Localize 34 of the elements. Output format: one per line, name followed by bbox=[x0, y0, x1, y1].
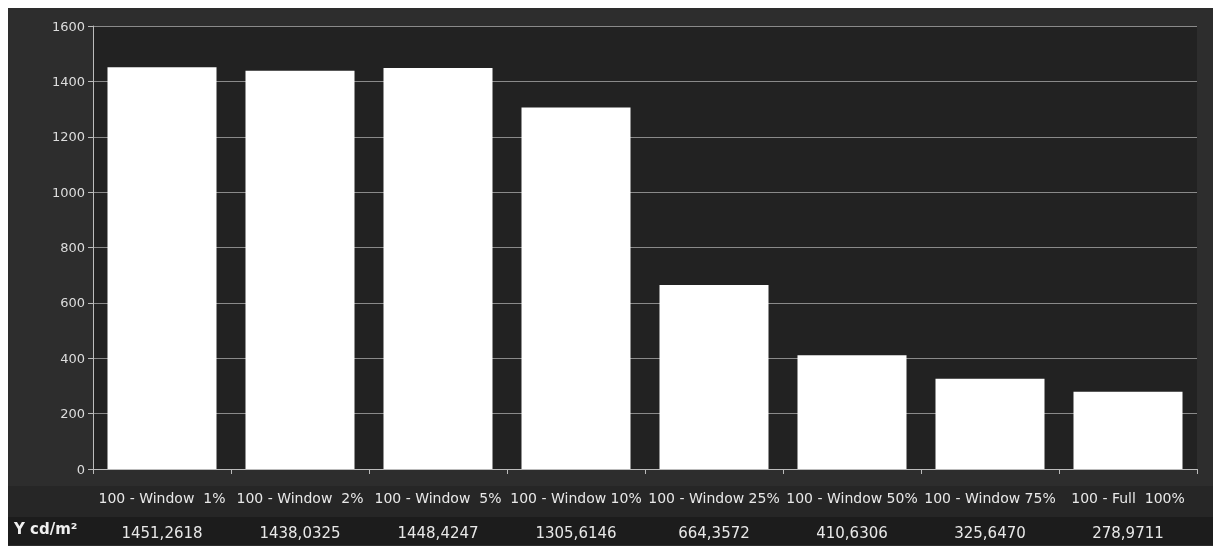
y-tick-label: 0 bbox=[76, 461, 85, 477]
x-tick-label: 100 - Window 10% bbox=[510, 490, 642, 506]
y-tick-label: 600 bbox=[60, 295, 85, 311]
y-tick-label: 1400 bbox=[51, 73, 85, 89]
bar bbox=[935, 378, 1045, 469]
data-label: 1448,4247 bbox=[397, 523, 479, 542]
bar bbox=[245, 70, 355, 469]
x-tick-label: 100 - Window 75% bbox=[924, 490, 1056, 506]
y-axis-title: Y cd/m² bbox=[13, 519, 78, 538]
bar bbox=[383, 67, 493, 469]
y-tick-label: 1200 bbox=[51, 129, 85, 145]
y-tick-label: 1000 bbox=[51, 184, 85, 200]
bar bbox=[797, 355, 907, 469]
x-tick-label: 100 - Window 1% bbox=[98, 490, 226, 506]
y-tick-label: 400 bbox=[60, 350, 85, 366]
data-label: 664,3572 bbox=[678, 523, 750, 542]
x-tick-label: 100 - Window 25% bbox=[648, 490, 780, 506]
data-label: 1438,0325 bbox=[259, 523, 341, 542]
data-label: 278,9711 bbox=[1092, 523, 1164, 542]
y-tick-label: 200 bbox=[60, 406, 85, 422]
data-label: 1451,2618 bbox=[121, 523, 203, 542]
data-label: 1305,6146 bbox=[535, 523, 617, 542]
x-tick-label: 100 - Window 50% bbox=[786, 490, 918, 506]
x-tick-label: 100 - Window 5% bbox=[374, 490, 502, 506]
data-label: 410,6306 bbox=[816, 523, 888, 542]
bar bbox=[1073, 391, 1183, 469]
bar bbox=[659, 285, 769, 469]
y-tick-label: 1600 bbox=[51, 18, 85, 34]
bar bbox=[107, 67, 217, 469]
x-tick-label: 100 - Window 2% bbox=[236, 490, 364, 506]
y-tick-label: 800 bbox=[60, 240, 85, 255]
bar bbox=[521, 107, 631, 469]
x-tick-label: 100 - Full 100% bbox=[1071, 490, 1185, 506]
data-label: 325,6470 bbox=[954, 523, 1026, 542]
